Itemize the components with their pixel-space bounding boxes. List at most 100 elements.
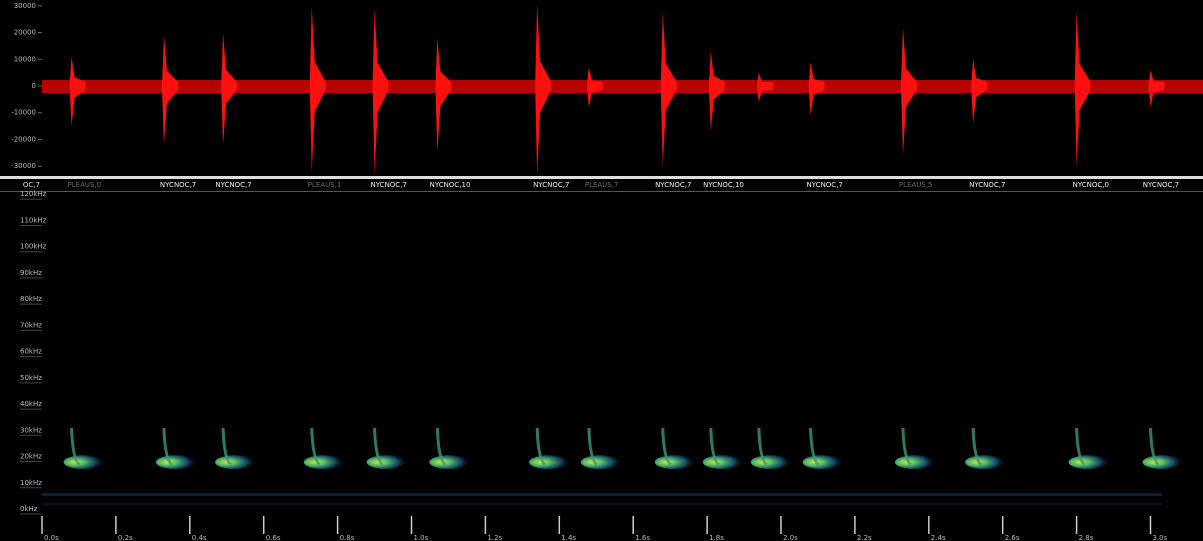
call-label: NYCNOC,7 xyxy=(655,181,691,189)
waveform-call xyxy=(372,8,389,175)
panel-divider xyxy=(0,176,1203,179)
spectrogram-sweep xyxy=(535,428,547,466)
spectrogram-call xyxy=(894,455,935,470)
call-label: NYCNOC,7 xyxy=(215,181,251,189)
time-tick-label: 1.2s xyxy=(487,534,502,541)
waveform-call xyxy=(971,59,988,124)
spectrogram-sweep xyxy=(70,428,81,466)
spectrogram-sweep xyxy=(1149,428,1160,466)
frequency-tick-label: 60kHz xyxy=(20,348,42,356)
time-tick-label: 2.6s xyxy=(1005,534,1020,541)
call-label: NYCNOC,7 xyxy=(807,181,843,189)
frequency-tick-label: 110kHz xyxy=(20,216,47,224)
spectrogram-call xyxy=(529,455,570,470)
time-tick-label: 0.4s xyxy=(192,534,207,541)
time-tick-label: 1.4s xyxy=(561,534,576,541)
frequency-tick-label: 120kHz xyxy=(20,190,47,198)
frequency-tick-label: 20kHz xyxy=(20,453,42,461)
waveform-call xyxy=(535,4,552,175)
spectrogram-sweep xyxy=(373,428,384,466)
waveform-tick-label: 10000 xyxy=(14,55,36,63)
spectrogram-call xyxy=(303,455,344,470)
spectrogram-call xyxy=(215,455,256,470)
time-tick-label: 2.8s xyxy=(1079,534,1094,541)
call-label: NYCNOC,7 xyxy=(160,181,196,189)
waveform-tick-label: 20000 xyxy=(14,29,36,37)
time-tick-label: 1.8s xyxy=(709,534,724,541)
waveform-call xyxy=(435,37,452,153)
waveform-noise xyxy=(42,80,1203,93)
time-tick-label: 2.2s xyxy=(857,534,872,541)
waveform-tick-label: 30000 xyxy=(14,2,36,10)
waveform-call xyxy=(756,72,773,103)
waveform-tick-label: -20000 xyxy=(11,135,36,143)
spectrogram-call xyxy=(654,455,695,470)
time-tick-label: 1.0s xyxy=(414,534,429,541)
spectrogram-call xyxy=(702,455,743,470)
time-tick-label: 0.6s xyxy=(266,534,281,541)
call-label: NYCNOC,7 xyxy=(969,181,1005,189)
spectrogram-sweep xyxy=(1075,428,1086,466)
call-label: NYCNOC,7 xyxy=(371,181,407,189)
waveform-tick-label: -30000 xyxy=(11,162,36,170)
waveform-call xyxy=(69,56,86,127)
spectrogram-sweep xyxy=(709,428,720,466)
waveform-tick-label: 0 xyxy=(32,82,36,90)
frequency-tick-label: 10kHz xyxy=(20,479,42,487)
frequency-tick-label: 0kHz xyxy=(20,505,38,513)
call-label: PLEAUS,0 xyxy=(68,181,102,189)
spectrogram-sweep xyxy=(587,428,598,466)
waveform-call xyxy=(161,35,178,145)
waveform-call xyxy=(309,5,326,172)
spectrogram-call xyxy=(155,455,196,470)
frequency-tick-label: 50kHz xyxy=(20,374,42,382)
spectrogram-sweep xyxy=(162,428,174,466)
spectrogram-sweep xyxy=(757,428,768,466)
waveform-call xyxy=(221,32,238,145)
waveform-tick-label: -10000 xyxy=(11,109,36,117)
spectrogram-sweep xyxy=(809,428,820,466)
cut-label: OC,7 xyxy=(23,181,40,189)
time-tick-label: 2.0s xyxy=(783,534,798,541)
call-label: PLEAUS,7 xyxy=(585,181,619,189)
spectrogram-sweep xyxy=(435,428,447,466)
call-label: NYCNOC,0 xyxy=(1073,181,1109,189)
spectrogram-call xyxy=(63,455,104,470)
frequency-tick-label: 40kHz xyxy=(20,400,42,408)
spectrogram-sweep xyxy=(901,428,913,466)
frequency-tick-label: 100kHz xyxy=(20,243,47,251)
waveform-call xyxy=(586,67,603,108)
call-label: PLEAUS,5 xyxy=(899,181,933,189)
frequency-tick-label: 30kHz xyxy=(20,426,42,434)
frequency-tick-label: 80kHz xyxy=(20,295,42,303)
waveform-call xyxy=(660,11,677,167)
spectrogram-call xyxy=(802,455,843,470)
spectrogram-noise xyxy=(42,503,1162,505)
spectrogram-sweep xyxy=(661,428,672,466)
call-label: NYCNOC,7 xyxy=(1143,181,1179,189)
waveform-call xyxy=(708,51,725,132)
spectrogram-sweep xyxy=(310,428,321,466)
call-label: NYCNOC,7 xyxy=(533,181,569,189)
waveform-call xyxy=(1148,69,1165,108)
waveform-call xyxy=(808,61,825,116)
waveform-call xyxy=(1074,11,1091,167)
spectrogram-call xyxy=(750,455,791,470)
time-tick-label: 3.0s xyxy=(1153,534,1168,541)
spectrogram-call xyxy=(366,455,407,470)
label-strip-border xyxy=(0,191,1203,192)
call-label: NYCNOC,10 xyxy=(430,181,471,189)
spectrogram-call xyxy=(1142,455,1183,470)
time-tick-label: 0.0s xyxy=(44,534,59,541)
time-tick-label: 2.4s xyxy=(931,534,946,541)
time-tick-label: 0.8s xyxy=(340,534,355,541)
call-label: PLEAUS,1 xyxy=(308,181,342,189)
time-tick-label: 1.6s xyxy=(635,534,650,541)
waveform-call xyxy=(900,27,917,156)
spectrogram-sweep xyxy=(221,428,233,466)
spectrogram-sweep xyxy=(971,428,983,466)
spectrogram-noise xyxy=(42,493,1162,496)
spectrogram-call xyxy=(580,455,621,470)
